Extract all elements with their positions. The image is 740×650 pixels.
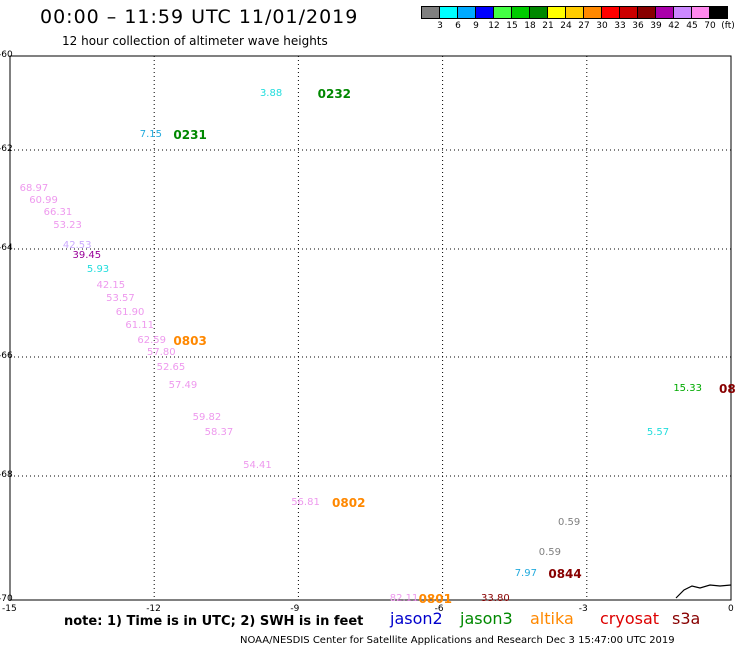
longitude-tick-label: -12 <box>146 604 161 614</box>
wave-height-label: 7.97 <box>514 568 537 580</box>
wave-height-label: 53.57 <box>106 293 135 305</box>
wave-height-label: 7.15 <box>139 128 163 140</box>
legend-label: 21 <box>542 21 554 31</box>
pass-time-label: 0802 <box>332 495 366 510</box>
wave-height-label: 42.15 <box>96 279 126 291</box>
legend-label: 42 <box>668 21 680 31</box>
wave-height-label: 61.11 <box>125 320 154 332</box>
wave-height-label: 0.59 <box>538 546 561 558</box>
legend-label: 24 <box>560 21 572 31</box>
longitude-tick-label: -3 <box>578 604 588 614</box>
legend-label: 70 <box>704 21 716 31</box>
legend-label: 30 <box>596 21 608 31</box>
wave-height-label: 52.65 <box>156 361 186 373</box>
legend-label: (ft) <box>721 21 735 31</box>
legend-label: 9 <box>473 21 479 31</box>
legend-label: 27 <box>578 21 590 31</box>
longitude-tick-label: -15 <box>2 604 17 614</box>
pass-time-label: 0231 <box>173 127 207 142</box>
wave-height-label: 54.41 <box>243 460 272 472</box>
pass-time-label: 0844 <box>548 567 582 582</box>
wave-height-label: 66.31 <box>43 207 73 219</box>
legend-label: 45 <box>686 21 698 31</box>
latitude-tick-label: -68 <box>0 470 13 480</box>
longitude-tick-label: -6 <box>434 604 444 614</box>
coastline <box>675 584 732 599</box>
wave-height-label: 5.93 <box>86 263 110 275</box>
pass-time-label: 0232 <box>317 87 352 101</box>
satellite-jason3: jason3 <box>460 609 513 628</box>
credit-line: NOAA/NESDIS Center for Satellite Applica… <box>240 635 675 646</box>
chart-subtitle: 12 hour collection of altimeter wave hei… <box>62 34 328 48</box>
wave-height-label: 57.80 <box>146 347 176 359</box>
wave-height-label: 58.37 <box>204 427 234 439</box>
satellite-cryosat: cryosat <box>600 609 660 628</box>
latitude-tick-label: -62 <box>0 144 13 154</box>
wave-height-label: 82.11 <box>389 593 419 604</box>
legend-label: 39 <box>650 21 662 31</box>
longitude-tick-label: -9 <box>290 604 300 614</box>
legend-label: 18 <box>524 21 536 31</box>
chart-title: 00:00 – 11:59 UTC 11/01/2019 <box>40 6 359 28</box>
map-border <box>9 55 732 601</box>
legend-label: 3 <box>437 21 443 31</box>
latitude-tick-label: -64 <box>0 243 13 253</box>
legend-label: 15 <box>506 21 518 31</box>
legend-label: 12 <box>488 21 500 31</box>
satellite-jason2: jason2 <box>390 609 443 628</box>
legend-swatch <box>709 6 728 19</box>
legend-label: 36 <box>632 21 644 31</box>
wave-height-label: 0.59 <box>557 517 581 529</box>
wave-height-label: 53.23 <box>53 219 82 231</box>
color-scale-legend <box>421 6 728 19</box>
wave-height-label: 3.88 <box>259 88 283 99</box>
wave-height-label: 39.45 <box>72 250 102 262</box>
latitude-tick-label: -66 <box>0 351 13 361</box>
wave-height-label: 15.33 <box>673 382 702 394</box>
wave-height-label: 56.81 <box>291 496 320 508</box>
footnote: note: 1) Time is in UTC; 2) SWH is in fe… <box>64 614 364 629</box>
pass-time-label: 0801 <box>418 592 452 606</box>
wave-height-label: 62.59 <box>137 334 167 346</box>
wave-height-label: 42.53 <box>62 239 92 251</box>
legend-label: 33 <box>614 21 626 31</box>
pass-time-label: 08 <box>718 381 736 396</box>
wave-height-label: 33.80 <box>481 593 510 604</box>
wave-height-label: 57.49 <box>168 379 198 391</box>
wave-height-label: 59.82 <box>192 412 222 424</box>
satellite-s3a: s3a <box>672 609 701 628</box>
wave-height-label: 5.57 <box>646 427 670 439</box>
satellite-altika: altika <box>530 609 574 628</box>
legend-label: 6 <box>455 21 461 31</box>
wave-height-label: 60.99 <box>29 194 58 206</box>
wave-height-label: 68.97 <box>19 182 49 194</box>
latitude-tick-label: -70 <box>0 594 13 604</box>
latitude-tick-label: -60 <box>0 50 13 60</box>
longitude-tick-label: 0 <box>728 604 734 614</box>
wave-height-label: 61.90 <box>115 306 145 318</box>
pass-time-label: 0803 <box>173 333 207 348</box>
